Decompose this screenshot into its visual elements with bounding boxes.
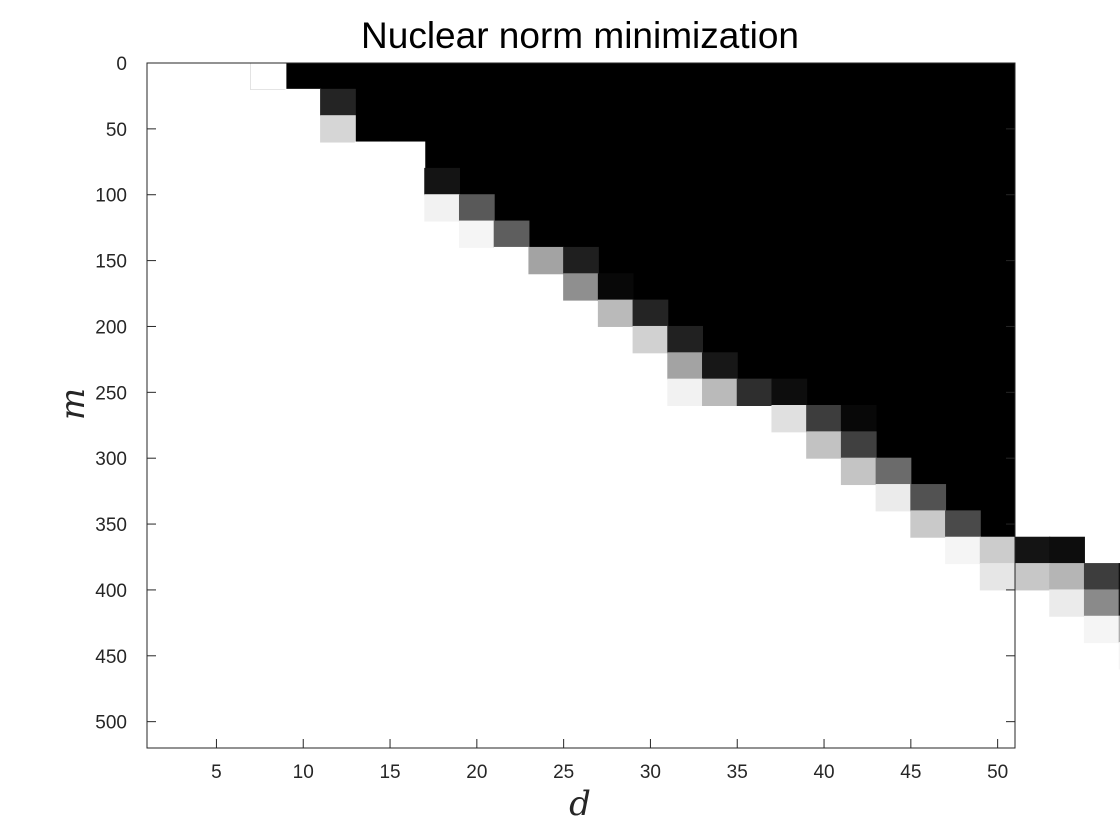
- heatmap-cell: [389, 167, 426, 196]
- heatmap-cell: [736, 378, 773, 406]
- heatmap-cell: [1049, 563, 1085, 591]
- y-tick-label: 150: [95, 252, 127, 273]
- heatmap-cell: [945, 510, 981, 538]
- x-tick-label: 10: [293, 762, 314, 783]
- y-tick-label: 500: [95, 713, 127, 734]
- heatmap-cell: [1083, 615, 1120, 644]
- heatmap-cell: [250, 62, 287, 90]
- heatmap-cell: [493, 220, 530, 248]
- heatmap-cell: [806, 431, 842, 459]
- heatmap-black-region: [667, 299, 1015, 327]
- heatmap-black-region: [493, 194, 1015, 222]
- y-tick-label: 450: [95, 647, 127, 668]
- heatmap-cell: [424, 194, 460, 222]
- y-tick-label: 250: [95, 383, 127, 404]
- heatmap-black-region: [806, 378, 1015, 406]
- heatmap-cell: [285, 88, 322, 117]
- heatmap-black-region: [458, 167, 1016, 196]
- heatmap-cell: [910, 510, 947, 538]
- heatmap-cell: [806, 405, 842, 433]
- heatmap-cell: [389, 141, 426, 169]
- heatmap-black-region: [736, 352, 1015, 380]
- heatmap-cell: [458, 220, 495, 248]
- heatmap-cell: [771, 405, 808, 433]
- heatmap-black-region: [632, 273, 1015, 301]
- x-tick-label: 25: [553, 762, 574, 783]
- axes-box: [146, 62, 1016, 749]
- heatmap-cell: [1049, 536, 1085, 565]
- heatmap-cell: [1014, 563, 1051, 591]
- heatmap-cell: [910, 484, 947, 512]
- x-axis-label: d: [569, 784, 591, 824]
- heatmap-cell: [771, 378, 808, 406]
- heatmap-black-region: [354, 115, 1015, 143]
- heatmap-black-region: [910, 457, 1015, 486]
- heatmap-cell: [1083, 589, 1120, 617]
- heatmap-cell: [1049, 589, 1085, 617]
- heatmap-cell: [424, 167, 460, 196]
- heatmap-cell: [354, 141, 391, 169]
- heatmap-cell: [1118, 615, 1120, 644]
- heatmap-cell: [320, 115, 356, 143]
- chart-title: Nuclear norm minimization: [361, 15, 799, 56]
- heatmap-cell: [597, 273, 634, 301]
- x-tick-label: 45: [900, 762, 921, 783]
- heatmap-cell: [979, 536, 1016, 565]
- heatmap-cell: [1014, 536, 1051, 565]
- heatmap-black-region: [354, 88, 1015, 117]
- plot-area: [147, 62, 1120, 748]
- heatmap-black-region: [702, 325, 1015, 354]
- heatmap-cell: [840, 431, 877, 459]
- heatmap-cell: [979, 563, 1016, 591]
- heatmap-cell: [702, 352, 738, 380]
- heatmap-cell: [875, 484, 912, 512]
- x-tick-label: 20: [466, 762, 487, 783]
- heatmap-cell: [597, 299, 634, 327]
- x-tick-label: 30: [640, 762, 661, 783]
- y-tick-label: 350: [95, 515, 127, 536]
- heatmap-cell: [1118, 589, 1120, 617]
- heatmap-cell: [563, 246, 599, 275]
- x-axis: 5 10 15 20 25 30 35 40 45 50: [211, 739, 1008, 783]
- x-tick-label: 5: [211, 762, 222, 783]
- heatmap-cell: [667, 352, 704, 380]
- x-tick-label: 40: [813, 762, 834, 783]
- heatmap-cell: [875, 457, 912, 486]
- heatmap-cell: [840, 405, 877, 433]
- heatmap-cell: [1083, 563, 1120, 591]
- heatmap-black-region: [597, 246, 1015, 275]
- heatmap-black-region: [945, 484, 1015, 512]
- heatmap-black-region: [389, 141, 1015, 169]
- heatmap-black-region: [875, 431, 1015, 459]
- heatmap-cell: [528, 246, 565, 275]
- heatmap-cell: [563, 273, 599, 301]
- y-tick-label: 200: [95, 317, 127, 338]
- y-tick-label: 50: [106, 120, 127, 141]
- heatmap-cell: [945, 536, 981, 565]
- heatmap-cell: [458, 194, 495, 222]
- y-tick-label: 0: [116, 54, 127, 75]
- heatmap-cell: [1118, 563, 1120, 591]
- x-tick-label: 15: [379, 762, 400, 783]
- heatmap-cell: [493, 246, 530, 275]
- y-tick-label: 400: [95, 581, 127, 602]
- x-tick-label: 50: [987, 762, 1008, 783]
- heatmap-cell: [320, 88, 356, 117]
- y-axis: 0 50 100 150 200 250 300 350 400 450 500: [95, 54, 1015, 734]
- heatmap-cell: [632, 325, 669, 354]
- heatmap-cell: [632, 299, 669, 327]
- heatmap-cell: [702, 378, 738, 406]
- heatmap-black-region: [528, 220, 1015, 248]
- heatmap-cell: [840, 457, 877, 486]
- heatmap-cell: [667, 378, 704, 406]
- heatmap-cell: [1118, 642, 1120, 670]
- y-axis-label: m: [53, 388, 93, 420]
- heatmap-black-region: [875, 405, 1015, 433]
- x-tick-label: 35: [727, 762, 748, 783]
- y-tick-label: 300: [95, 449, 127, 470]
- heatmap-black-region: [250, 62, 1015, 90]
- heatmap-cell: [667, 325, 704, 354]
- y-tick-label: 100: [95, 186, 127, 207]
